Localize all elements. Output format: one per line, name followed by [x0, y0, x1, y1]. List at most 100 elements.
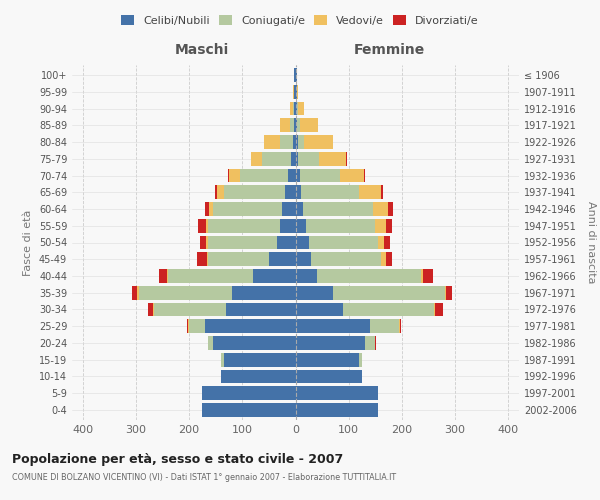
Bar: [229, 168, 239, 182]
Bar: [139, 286, 232, 300]
Bar: [296, 252, 311, 266]
Bar: [296, 320, 370, 333]
Bar: [306, 219, 376, 232]
Bar: [378, 236, 385, 250]
Bar: [370, 320, 399, 333]
Bar: [213, 336, 296, 350]
Bar: [293, 135, 296, 149]
Bar: [197, 252, 206, 266]
Bar: [376, 219, 386, 232]
Bar: [213, 202, 282, 216]
Bar: [296, 219, 306, 232]
Bar: [280, 118, 290, 132]
Bar: [197, 219, 206, 232]
Bar: [386, 219, 392, 232]
Bar: [167, 269, 168, 283]
Bar: [423, 269, 433, 283]
Text: COMUNE DI BOLZANO VICENTINO (VI) - Dati ISTAT 1° gennaio 2007 - Elaborazione TUT: COMUNE DI BOLZANO VICENTINO (VI) - Dati …: [12, 472, 396, 482]
Bar: [208, 252, 269, 266]
Bar: [224, 186, 285, 199]
Bar: [205, 202, 209, 216]
Bar: [296, 168, 300, 182]
Bar: [202, 386, 296, 400]
Bar: [343, 302, 434, 316]
Bar: [298, 102, 304, 116]
Bar: [446, 286, 452, 300]
Bar: [280, 135, 293, 149]
Bar: [311, 252, 380, 266]
Bar: [232, 286, 296, 300]
Bar: [206, 219, 208, 232]
Bar: [295, 68, 296, 82]
Bar: [296, 102, 298, 116]
Bar: [208, 219, 280, 232]
Y-axis label: Anni di nascita: Anni di nascita: [586, 201, 596, 284]
Bar: [154, 302, 226, 316]
Bar: [296, 186, 301, 199]
Bar: [317, 269, 421, 283]
Bar: [262, 152, 291, 166]
Bar: [188, 320, 189, 333]
Bar: [298, 135, 304, 149]
Bar: [189, 320, 205, 333]
Legend: Celibi/Nubili, Coniugati/e, Vedovi/e, Divorziati/e: Celibi/Nubili, Coniugati/e, Vedovi/e, Di…: [117, 10, 483, 30]
Bar: [445, 286, 446, 300]
Bar: [159, 269, 167, 283]
Bar: [296, 403, 378, 417]
Bar: [200, 236, 206, 250]
Bar: [421, 269, 423, 283]
Bar: [359, 353, 362, 366]
Bar: [137, 286, 139, 300]
Bar: [399, 320, 400, 333]
Bar: [285, 186, 296, 199]
Bar: [282, 202, 296, 216]
Bar: [239, 168, 287, 182]
Y-axis label: Fasce di età: Fasce di età: [23, 210, 33, 276]
Bar: [300, 168, 340, 182]
Bar: [300, 118, 319, 132]
Bar: [294, 118, 296, 132]
Bar: [364, 168, 365, 182]
Bar: [436, 302, 443, 316]
Bar: [215, 186, 217, 199]
Bar: [296, 286, 333, 300]
Bar: [434, 302, 436, 316]
Bar: [217, 186, 224, 199]
Bar: [296, 236, 309, 250]
Bar: [226, 302, 296, 316]
Bar: [296, 135, 298, 149]
Bar: [287, 168, 296, 182]
Bar: [228, 168, 229, 182]
Bar: [346, 152, 347, 166]
Bar: [295, 85, 296, 98]
Bar: [373, 202, 388, 216]
Bar: [277, 236, 296, 250]
Bar: [263, 135, 280, 149]
Bar: [380, 186, 383, 199]
Bar: [209, 202, 213, 216]
Bar: [296, 370, 362, 384]
Bar: [388, 202, 393, 216]
Bar: [208, 236, 277, 250]
Bar: [400, 320, 401, 333]
Bar: [365, 336, 376, 350]
Bar: [296, 269, 317, 283]
Bar: [297, 118, 300, 132]
Bar: [187, 320, 188, 333]
Bar: [296, 152, 298, 166]
Bar: [301, 186, 359, 199]
Bar: [296, 386, 378, 400]
Text: Maschi: Maschi: [175, 44, 229, 58]
Bar: [296, 202, 304, 216]
Bar: [280, 219, 296, 232]
Bar: [206, 252, 208, 266]
Bar: [224, 353, 296, 366]
Bar: [290, 102, 293, 116]
Bar: [319, 152, 346, 166]
Bar: [205, 320, 296, 333]
Bar: [296, 353, 359, 366]
Bar: [296, 302, 343, 316]
Bar: [253, 269, 296, 283]
Bar: [221, 353, 224, 366]
Bar: [296, 336, 365, 350]
